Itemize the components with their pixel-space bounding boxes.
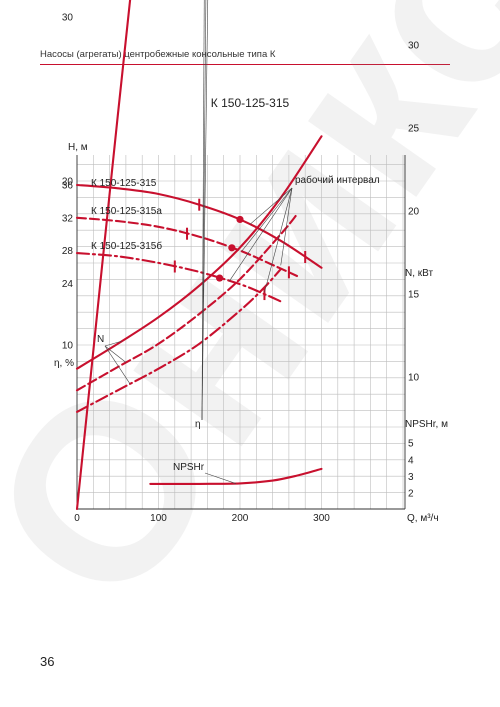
best-efficiency-point (228, 244, 236, 252)
npshr-tick-label: 4 (408, 455, 414, 466)
eta-tick-label: 10 (62, 341, 74, 352)
x-tick-label: 200 (232, 513, 249, 524)
chart-title: К 150-125-315 (211, 96, 290, 110)
n-leader (104, 345, 127, 363)
x-tick-label: 300 (313, 513, 330, 524)
h-tick-label: 32 (62, 213, 74, 224)
npshr-curve-label: NPSHr (173, 462, 205, 473)
npshr-axis-label: NPSHr, м (405, 419, 448, 430)
n-tick-label: 30 (408, 41, 420, 52)
curve-label: К 150-125-315а (91, 206, 162, 217)
working-interval-leader (264, 187, 293, 293)
working-interval-leader (280, 187, 293, 266)
n-tick-label: 25 (408, 124, 420, 135)
working-interval-leader (249, 187, 293, 225)
eta-leader (201, 0, 207, 421)
n-curves-label: N (97, 334, 104, 345)
npshr-tick-label: 2 (408, 489, 414, 500)
curve-label: К 150-125-315б (91, 240, 162, 252)
n-tick-label: 15 (408, 290, 420, 301)
h-tick-label: 36 (62, 181, 74, 192)
h-axis-label: Н, м (68, 142, 88, 153)
working-interval-leader (241, 187, 293, 252)
header-rule (40, 64, 450, 65)
eta-leader (201, 0, 209, 421)
chart-annotations: К 150-125-315 К 150-125-315а К 150-125-315… (91, 0, 380, 484)
n-tick-label: 10 (408, 373, 420, 384)
h-tick-label: 24 (62, 279, 74, 290)
best-efficiency-point (216, 274, 224, 282)
h-tick-label: 28 (62, 246, 74, 257)
working-interval-label: рабочий интервал (295, 174, 380, 186)
x-tick-label: 0 (74, 513, 80, 524)
curve-n-dashdot (75, 268, 282, 413)
curve-label: К 150-125-315 (91, 178, 157, 189)
page-number: 36 (40, 654, 55, 669)
x-tick-label: 100 (150, 513, 167, 524)
n-tick-label: 20 (408, 207, 420, 218)
n-leader (104, 345, 131, 384)
page-header: Насосы (агрегаты) центробежные консольны… (40, 49, 276, 60)
curve-n-dashed (75, 213, 299, 392)
chart-marks (173, 198, 307, 301)
npshr-tick-label: 5 (408, 439, 414, 450)
eta-leader (201, 0, 205, 421)
curve-npshr-solid (149, 467, 323, 485)
chart-grid (76, 155, 405, 510)
eta-tick-label: 20 (62, 177, 74, 188)
x-axis-label: Q, м³/ч (407, 513, 439, 524)
npshr-tick-label: 3 (408, 472, 414, 483)
curve-eta-solid (75, 0, 132, 511)
n-leader (104, 340, 122, 347)
npshr-leader (204, 472, 237, 484)
best-efficiency-point (236, 215, 244, 224)
eta-curves-label: η (195, 419, 201, 430)
n-axis-label: N, кВт (405, 268, 433, 279)
eta-tick-label: 30 (62, 13, 74, 24)
eta-axis-label: η, % (54, 358, 74, 369)
working-interval-leader (229, 187, 293, 282)
